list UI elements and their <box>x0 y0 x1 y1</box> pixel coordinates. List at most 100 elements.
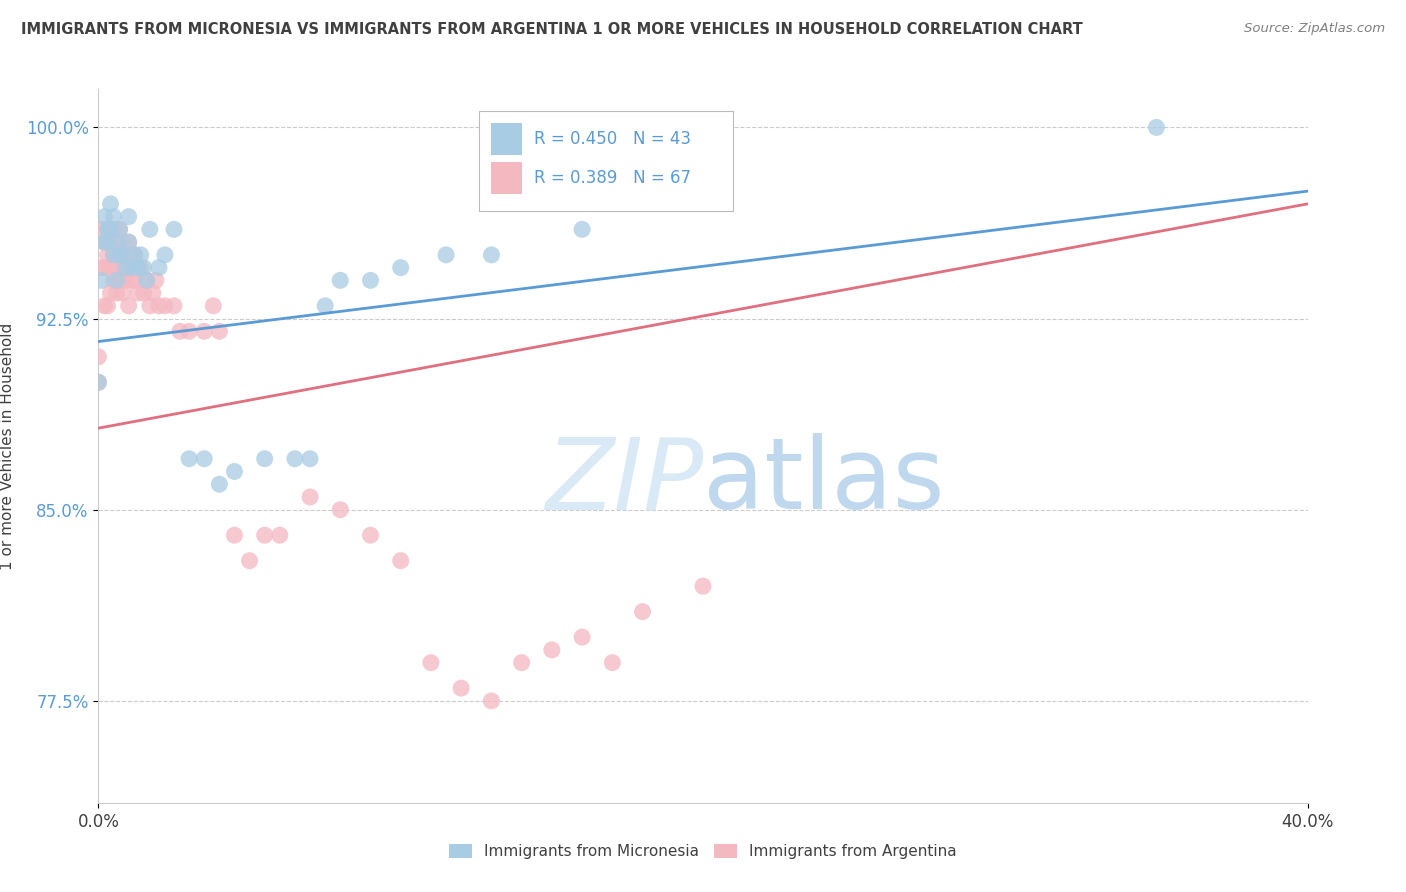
Point <box>631 605 654 619</box>
Y-axis label: 1 or more Vehicles in Household: 1 or more Vehicles in Household <box>0 322 14 570</box>
Point <box>208 477 231 491</box>
Point <box>90 273 112 287</box>
Text: R = 0.389   N = 67: R = 0.389 N = 67 <box>534 169 690 187</box>
Point <box>179 324 201 338</box>
Point <box>420 656 443 670</box>
Point <box>105 273 128 287</box>
Bar <box>492 123 522 155</box>
Point <box>87 350 110 364</box>
Text: R = 0.450   N = 43: R = 0.450 N = 43 <box>534 130 690 148</box>
Point <box>135 273 157 287</box>
Point <box>127 260 149 275</box>
Point <box>90 260 112 275</box>
Point <box>314 299 336 313</box>
Point <box>571 630 593 644</box>
Point <box>148 299 170 313</box>
Point <box>105 235 128 249</box>
Point <box>148 260 170 275</box>
Point <box>329 273 352 287</box>
Point <box>111 235 134 249</box>
Point <box>450 681 472 695</box>
Point <box>96 235 118 249</box>
Point <box>571 222 593 236</box>
Text: ZIP: ZIP <box>544 434 703 530</box>
Point <box>360 273 382 287</box>
Point <box>163 299 186 313</box>
Point <box>105 286 128 301</box>
Point <box>299 451 322 466</box>
Point <box>124 248 146 262</box>
Point <box>299 490 322 504</box>
Point <box>1144 120 1167 135</box>
Point <box>96 222 118 236</box>
Point <box>118 210 141 224</box>
Point <box>193 324 215 338</box>
Point <box>96 222 118 236</box>
Point <box>135 273 157 287</box>
Point <box>108 222 131 236</box>
Text: IMMIGRANTS FROM MICRONESIA VS IMMIGRANTS FROM ARGENTINA 1 OR MORE VEHICLES IN HO: IMMIGRANTS FROM MICRONESIA VS IMMIGRANTS… <box>21 22 1083 37</box>
FancyBboxPatch shape <box>479 111 734 211</box>
Point <box>93 260 115 275</box>
Point <box>118 235 141 249</box>
Point <box>108 273 131 287</box>
Point <box>114 260 136 275</box>
Point <box>389 554 412 568</box>
Point <box>193 451 215 466</box>
Point <box>114 248 136 262</box>
Point <box>179 451 201 466</box>
Point <box>224 465 246 479</box>
Point <box>129 260 152 275</box>
Point <box>253 528 276 542</box>
Point <box>145 273 167 287</box>
Point <box>202 299 225 313</box>
Point <box>93 299 115 313</box>
Point <box>510 656 533 670</box>
Point <box>103 273 125 287</box>
Text: atlas: atlas <box>703 434 945 530</box>
Point <box>100 286 122 301</box>
Point <box>96 248 118 262</box>
Point <box>389 260 412 275</box>
Point <box>93 235 115 249</box>
Point <box>121 248 143 262</box>
Point <box>142 286 165 301</box>
Point <box>224 528 246 542</box>
Point <box>111 248 134 262</box>
Point <box>103 248 125 262</box>
Point <box>114 273 136 287</box>
Point <box>269 528 291 542</box>
Point <box>239 554 262 568</box>
Point <box>253 451 276 466</box>
Point <box>118 299 141 313</box>
Point <box>208 324 231 338</box>
Point <box>153 248 176 262</box>
Point <box>93 210 115 224</box>
Point <box>329 502 352 516</box>
Point <box>87 376 110 390</box>
Point <box>118 235 141 249</box>
Point <box>127 260 149 275</box>
Point <box>284 451 307 466</box>
Point <box>105 235 128 249</box>
Bar <box>492 162 522 194</box>
Point <box>93 235 115 249</box>
Point <box>103 248 125 262</box>
Point <box>124 248 146 262</box>
Point <box>118 260 141 275</box>
Point <box>100 222 122 236</box>
Point <box>139 299 162 313</box>
Point <box>90 222 112 236</box>
Point <box>132 286 155 301</box>
Point <box>132 260 155 275</box>
Point <box>108 222 131 236</box>
Point <box>96 299 118 313</box>
Point <box>127 286 149 301</box>
Point <box>360 528 382 542</box>
Point <box>124 273 146 287</box>
Point <box>108 248 131 262</box>
Point <box>105 260 128 275</box>
Text: Source: ZipAtlas.com: Source: ZipAtlas.com <box>1244 22 1385 36</box>
Legend: Immigrants from Micronesia, Immigrants from Argentina: Immigrants from Micronesia, Immigrants f… <box>449 845 957 859</box>
Point <box>163 222 186 236</box>
